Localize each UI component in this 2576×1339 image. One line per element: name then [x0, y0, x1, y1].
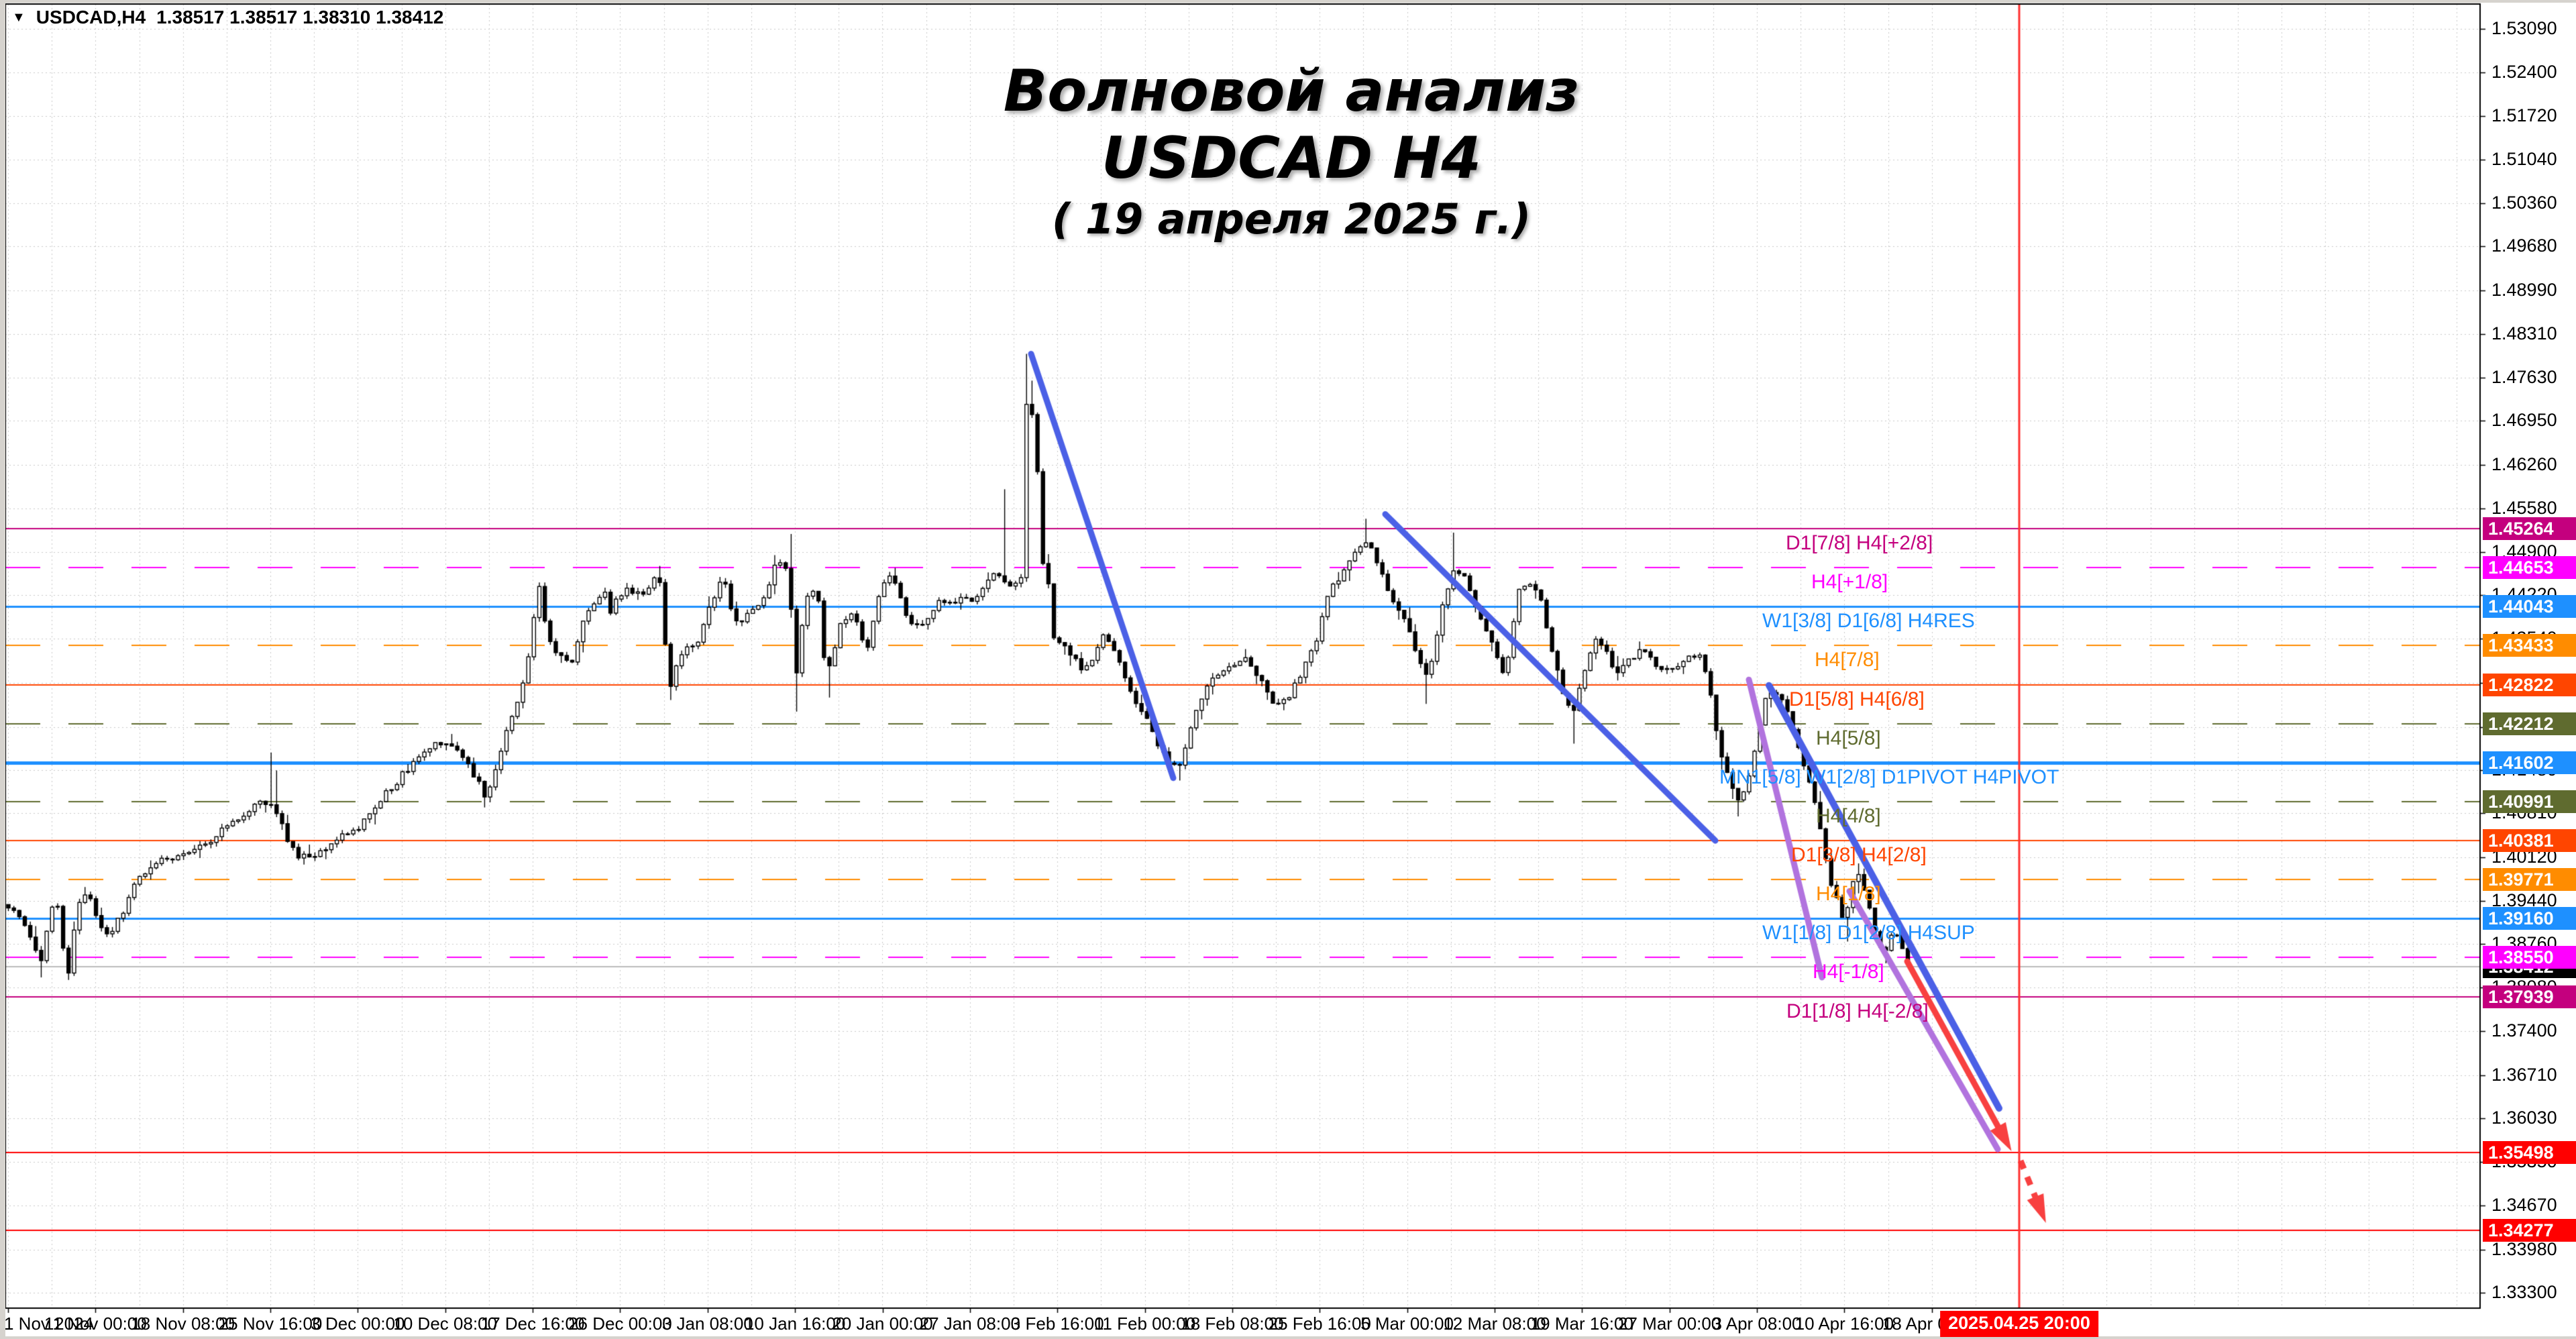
price-axis-label: 1.37400	[2491, 1020, 2557, 1040]
time-axis-label: 10 Apr 16:00	[1794, 1314, 1894, 1334]
murrey-level-label: W1[1/8] D1[2/8] H4SUP	[1762, 922, 1975, 945]
time-axis-label: 10 Jan 16:00	[744, 1314, 846, 1334]
price-level-badge: 1.44043	[2483, 595, 2576, 619]
time-axis-label: 17 Dec 16:00	[480, 1314, 585, 1334]
price-axis-label: 1.36030	[2491, 1108, 2557, 1128]
price-axis-label: 1.34670	[2491, 1194, 2557, 1215]
time-axis-label: 10 Dec 08:00	[393, 1314, 498, 1334]
murrey-level-label: D1[5/8] H4[6/8]	[1789, 688, 1925, 710]
price-level-badge: 1.39771	[2483, 868, 2576, 892]
murrey-level-label: H4[1/8]	[1816, 883, 1881, 906]
price-axis-label: 1.33300	[2491, 1282, 2557, 1303]
time-axis-label: 3 Dec 00:00	[311, 1314, 405, 1334]
time-axis-label: 27 Mar 00:00	[1618, 1314, 1721, 1334]
price-axis-label: 1.51720	[2491, 105, 2557, 126]
time-axis-label: 27 Jan 08:00	[919, 1314, 1021, 1334]
price-axis-label: 1.36710	[2491, 1064, 2557, 1085]
symbol-dropdown-icon[interactable]: ▼	[12, 10, 25, 25]
price-level-badge: 1.37939	[2483, 985, 2576, 1008]
price-axis-label: 1.46260	[2491, 454, 2557, 475]
price-level-badge: 1.42212	[2483, 712, 2576, 735]
price-axis-label: 1.48990	[2491, 280, 2557, 301]
symbol-info-bar: ▼ USDCAD,H4 1.38517 1.38517 1.38310 1.38…	[12, 7, 443, 28]
time-axis-label: 25 Nov 16:00	[218, 1314, 323, 1334]
window-frame-bottom	[0, 1336, 2576, 1339]
price-axis-label: 1.45580	[2491, 497, 2557, 518]
window-frame-left	[0, 0, 5, 1339]
time-axis-label: 1 Nov 2024	[4, 1314, 93, 1334]
time-axis-label: 12 Mar 08:00	[1443, 1314, 1546, 1334]
chart-subtitle: ( 19 апреля 2025 г.)	[1051, 195, 1532, 244]
symbol-name: USDCAD,H4	[36, 7, 146, 28]
time-axis-label: 11 Nov 00:00	[44, 1314, 147, 1334]
time-axis-label: 26 Dec 00:00	[568, 1314, 672, 1334]
time-axis-label: 3 Apr 08:00	[1712, 1314, 1802, 1334]
highlight-date-badge: 2025.04.25 20:00	[1940, 1311, 2098, 1337]
price-level-badge: 1.40381	[2483, 829, 2576, 853]
murrey-level-label: W1[3/8] D1[6/8] H4RES	[1762, 610, 1975, 633]
time-axis-label: 5 Mar 00:00	[1360, 1314, 1454, 1334]
price-level-badge: 1.39160	[2483, 907, 2576, 930]
price-axis-label: 1.39440	[2491, 890, 2557, 910]
murrey-level-label: H4[4/8]	[1816, 804, 1881, 827]
murrey-level-label: H4[-1/8]	[1813, 961, 1884, 983]
price-level-badge: 1.42822	[2483, 673, 2576, 696]
price-axis-label: 1.52400	[2491, 62, 2557, 83]
chart-title: Волновой анализ USDCAD H4	[1003, 58, 1580, 192]
murrey-level-label: H4[7/8]	[1815, 649, 1880, 672]
price-axis-label: 1.46950	[2491, 410, 2557, 431]
price-level-badge: 1.40991	[2483, 790, 2576, 813]
murrey-level-label: D1[3/8] H4[2/8]	[1791, 844, 1927, 867]
price-axis-label: 1.48310	[2491, 323, 2557, 343]
time-axis-label: 11 Feb 00:00	[1093, 1314, 1196, 1334]
time-axis-label: 3 Feb 16:00	[1010, 1314, 1104, 1334]
time-axis-label: 18 Nov 08:00	[131, 1314, 235, 1334]
price-axis-label: 1.33980	[2491, 1238, 2557, 1259]
time-axis-label: 20 Jan 00:00	[832, 1314, 933, 1334]
time-axis-label: 25 Feb 16:00	[1268, 1314, 1371, 1334]
symbol-ohlc-values: 1.38517 1.38517 1.38310 1.38412	[156, 7, 444, 28]
murrey-level-label: H4[+1/8]	[1811, 571, 1888, 594]
price-axis-label: 1.51040	[2491, 148, 2557, 169]
window-frame-top	[0, 0, 2576, 3]
murrey-level-label: H4[5/8]	[1816, 727, 1881, 749]
price-level-badge: 1.45264	[2483, 517, 2576, 540]
time-axis-label: 19 Mar 16:00	[1530, 1314, 1633, 1334]
target-level-badge: 1.34277	[2483, 1219, 2576, 1242]
time-axis-label: 3 Jan 08:00	[661, 1314, 753, 1334]
price-level-badge: 1.41602	[2483, 751, 2576, 774]
murrey-level-label: MN1[5/8] W1[2/8] D1PIVOT H4PIVOT	[1719, 765, 2059, 788]
price-axis-label: 1.47630	[2491, 366, 2557, 387]
price-level-badge: 1.38550	[2483, 946, 2576, 969]
murrey-level-label: D1[7/8] H4[+2/8]	[1786, 532, 1933, 554]
price-axis-label: 1.49680	[2491, 235, 2557, 256]
price-level-badge: 1.44653	[2483, 556, 2576, 580]
target-level-badge: 1.35498	[2483, 1141, 2576, 1165]
murrey-level-label: D1[1/8] H4[-2/8]	[1786, 1000, 1929, 1022]
price-level-badge: 1.43433	[2483, 634, 2576, 657]
time-axis-label: 18 Feb 08:00	[1181, 1314, 1284, 1334]
price-axis-label: 1.53090	[2491, 17, 2557, 38]
price-axis-label: 1.50360	[2491, 192, 2557, 213]
